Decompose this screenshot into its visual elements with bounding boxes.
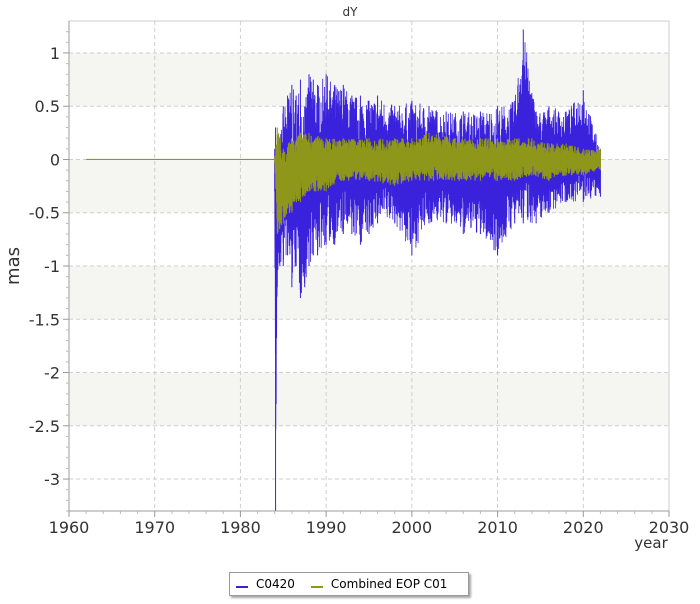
legend-swatch-c0420 xyxy=(236,586,248,588)
y-tick-label: -1 xyxy=(44,257,60,276)
series-combined-eop-c01 xyxy=(86,127,601,235)
x-tick-label: 2010 xyxy=(477,518,518,537)
legend-item-combined-eop-c01[interactable]: Combined EOP C01 xyxy=(310,577,448,591)
background-band xyxy=(69,266,669,320)
y-tick-label: 1 xyxy=(50,44,60,63)
y-tick-label: -2.5 xyxy=(29,417,60,436)
y-tick-label: -0.5 xyxy=(29,204,60,223)
x-tick-label: 1980 xyxy=(220,518,261,537)
x-tick-label: 2020 xyxy=(563,518,604,537)
y-axis-label: mas xyxy=(3,247,24,285)
y-tick-label: 0 xyxy=(50,150,60,169)
chart-title: dY xyxy=(343,5,359,19)
x-tick-label: 1970 xyxy=(134,518,175,537)
legend-label-c0420: C0420 xyxy=(256,577,295,591)
y-tick-label: -2 xyxy=(44,364,60,383)
legend-label-combined-eop-c01: Combined EOP C01 xyxy=(330,577,448,591)
background-band xyxy=(69,52,669,107)
y-tick-label: -1.5 xyxy=(29,310,60,329)
series-layer xyxy=(86,29,601,511)
x-tick-label: 1960 xyxy=(49,518,90,537)
x-tick-label: 2000 xyxy=(391,518,432,537)
x-tick-label: 2030 xyxy=(649,518,690,537)
y-axis: 1 0.5 0 -0.5 -1 -1.5 -2 -2.5 -3 xyxy=(29,21,70,512)
x-axis: 1960 1970 1980 1990 2000 2010 2020 2030 xyxy=(49,510,690,537)
y-tick-label: -3 xyxy=(44,470,60,489)
legend-swatch-combined-eop-c01 xyxy=(310,586,323,588)
x-tick-label: 1990 xyxy=(306,518,347,537)
background-band xyxy=(69,372,669,426)
legend-item-c0420[interactable]: C0420 xyxy=(236,577,295,591)
legend: C0420 Combined EOP C01 xyxy=(229,572,469,596)
x-axis-label: year xyxy=(634,534,668,552)
y-tick-label: 0.5 xyxy=(35,97,60,116)
